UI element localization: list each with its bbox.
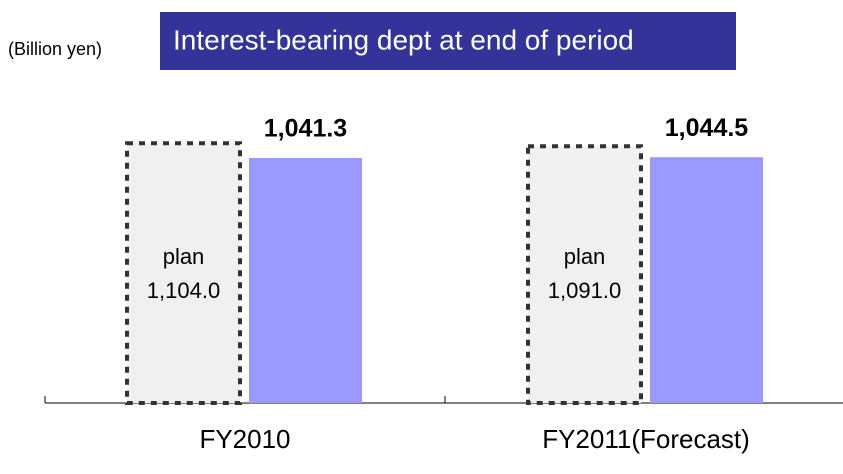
unit-label: (Billion yen) <box>8 39 102 59</box>
chart-title: Interest-bearing dept at end of period <box>173 24 634 55</box>
value-label: 1,091.0 <box>548 278 621 303</box>
bar <box>526 144 643 406</box>
bar <box>650 157 763 403</box>
series-label: plan <box>564 244 606 269</box>
title-box <box>160 12 736 70</box>
value-label: 1,044.5 <box>665 114 749 142</box>
x-tick-label: FY2011(Forecast) <box>542 424 750 454</box>
series-label: plan <box>163 244 205 269</box>
x-tick-label: FY2010 <box>199 424 290 454</box>
bar <box>125 141 242 406</box>
bar <box>249 157 362 403</box>
value-label: 1,104.0 <box>147 278 220 303</box>
value-label: 1,041.3 <box>264 115 347 143</box>
